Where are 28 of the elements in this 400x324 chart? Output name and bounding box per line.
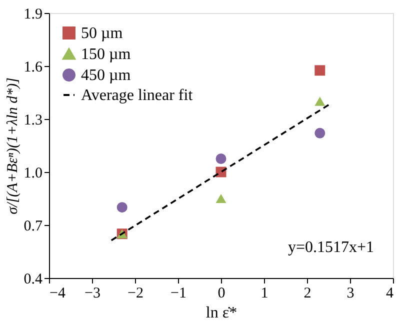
x-tick-label: −3	[84, 286, 100, 302]
legend-label: 450 µm	[81, 67, 132, 84]
legend-label: 150 µm	[81, 46, 132, 63]
x-tick-label: 2	[304, 286, 312, 302]
x-tick-label: 1	[260, 286, 268, 302]
y-tick-label: 0.4	[24, 272, 43, 288]
x-tick-label: −4	[50, 286, 66, 302]
y-tick-label: 0.7	[24, 218, 43, 234]
y-tick-label: 1.3	[24, 112, 42, 128]
point	[314, 96, 326, 106]
x-tick-label: −2	[128, 286, 144, 302]
y-tick-label: 1.0	[24, 166, 42, 182]
y-axis-title: σ/[(A+Bεⁿ)(1+λln d*)]	[4, 77, 21, 214]
x-tick-label: 4	[386, 286, 394, 302]
y-tick-label: 1.9	[24, 6, 42, 22]
x-axis-title: ln ε̇*	[206, 304, 238, 322]
x-tick-label: 3	[346, 286, 354, 302]
y-tick-label: 1.6	[24, 60, 43, 76]
point	[216, 194, 226, 204]
point	[116, 202, 128, 213]
legend-label: 50 µm	[81, 25, 124, 42]
annotation: y=0.1517x+1	[288, 239, 374, 256]
point	[314, 65, 326, 76]
x-tick-label: 0	[218, 286, 226, 302]
point	[314, 128, 326, 138]
x-tick-label: −1	[170, 286, 186, 302]
legend-label: Average linear fit	[81, 87, 194, 104]
point	[216, 154, 226, 164]
